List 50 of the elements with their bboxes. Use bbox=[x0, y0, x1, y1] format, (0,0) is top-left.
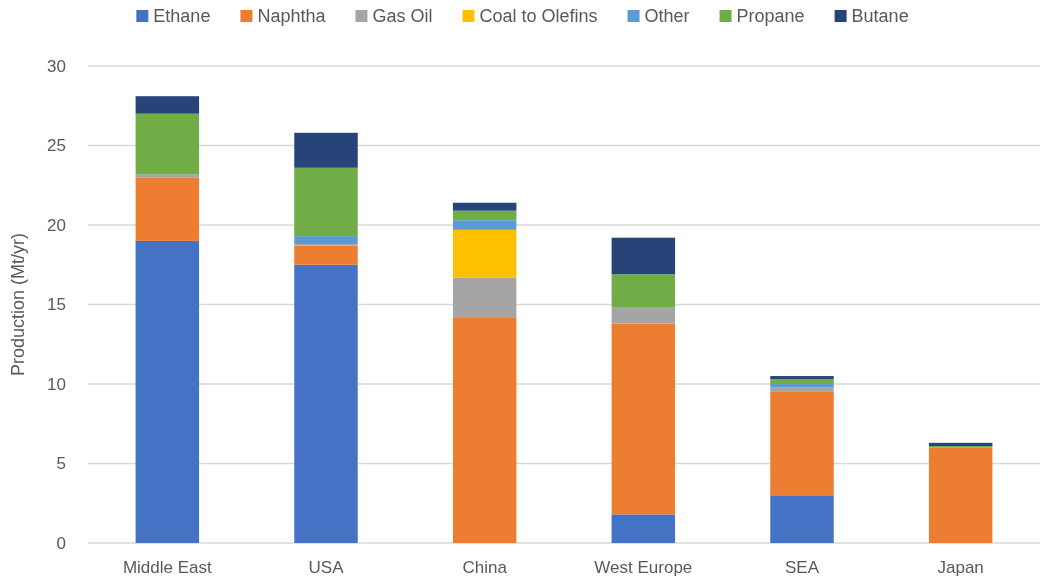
bar bbox=[611, 274, 676, 308]
y-tick-label: 0 bbox=[56, 533, 66, 553]
y-tick-label: 20 bbox=[47, 215, 66, 235]
x-tick-label: SEA bbox=[784, 558, 820, 577]
x-tick-label: Middle East bbox=[122, 558, 213, 577]
y-tick-label: 5 bbox=[56, 454, 66, 474]
bar bbox=[452, 229, 517, 278]
bar bbox=[611, 514, 676, 543]
bar bbox=[452, 202, 517, 211]
y-tick-label: 10 bbox=[47, 374, 66, 394]
bar bbox=[770, 379, 834, 384]
bar bbox=[135, 177, 200, 241]
bar bbox=[452, 277, 517, 318]
x-tick-label: China bbox=[462, 558, 508, 577]
bar bbox=[135, 113, 200, 175]
bar bbox=[135, 96, 200, 114]
legend-label: Propane bbox=[736, 6, 805, 26]
bar bbox=[294, 236, 358, 245]
bar bbox=[770, 391, 834, 496]
legend-label: Butane bbox=[851, 6, 909, 26]
bar bbox=[452, 220, 517, 230]
bar bbox=[611, 323, 676, 515]
y-tick-label: 15 bbox=[47, 295, 66, 315]
legend-label: Ethane bbox=[153, 6, 211, 26]
y-tick-label: 30 bbox=[47, 56, 66, 76]
bar bbox=[928, 442, 993, 447]
bar bbox=[770, 495, 834, 543]
y-tick-label: 25 bbox=[47, 136, 66, 156]
bar bbox=[611, 237, 676, 275]
y-axis-title: Production (Mt/yr) bbox=[8, 232, 28, 377]
bar bbox=[770, 384, 834, 388]
bar bbox=[294, 167, 358, 237]
legend-label: Naphtha bbox=[257, 6, 327, 26]
bar bbox=[611, 307, 676, 324]
bar bbox=[294, 245, 358, 265]
x-tick-label: West Europe bbox=[594, 558, 693, 577]
bar bbox=[770, 376, 834, 380]
bar bbox=[294, 132, 358, 168]
bar bbox=[452, 210, 517, 221]
legend-label: Gas Oil bbox=[372, 6, 433, 26]
bar bbox=[135, 240, 200, 543]
bar bbox=[452, 317, 517, 543]
bar bbox=[294, 264, 358, 543]
bar bbox=[135, 174, 200, 178]
x-tick-label: USA bbox=[308, 558, 345, 577]
bar bbox=[770, 387, 834, 392]
bar bbox=[928, 447, 993, 543]
legend-label: Other bbox=[644, 6, 690, 26]
x-tick-label: Japan bbox=[937, 558, 984, 577]
legend-label: Coal to Olefins bbox=[479, 6, 598, 26]
